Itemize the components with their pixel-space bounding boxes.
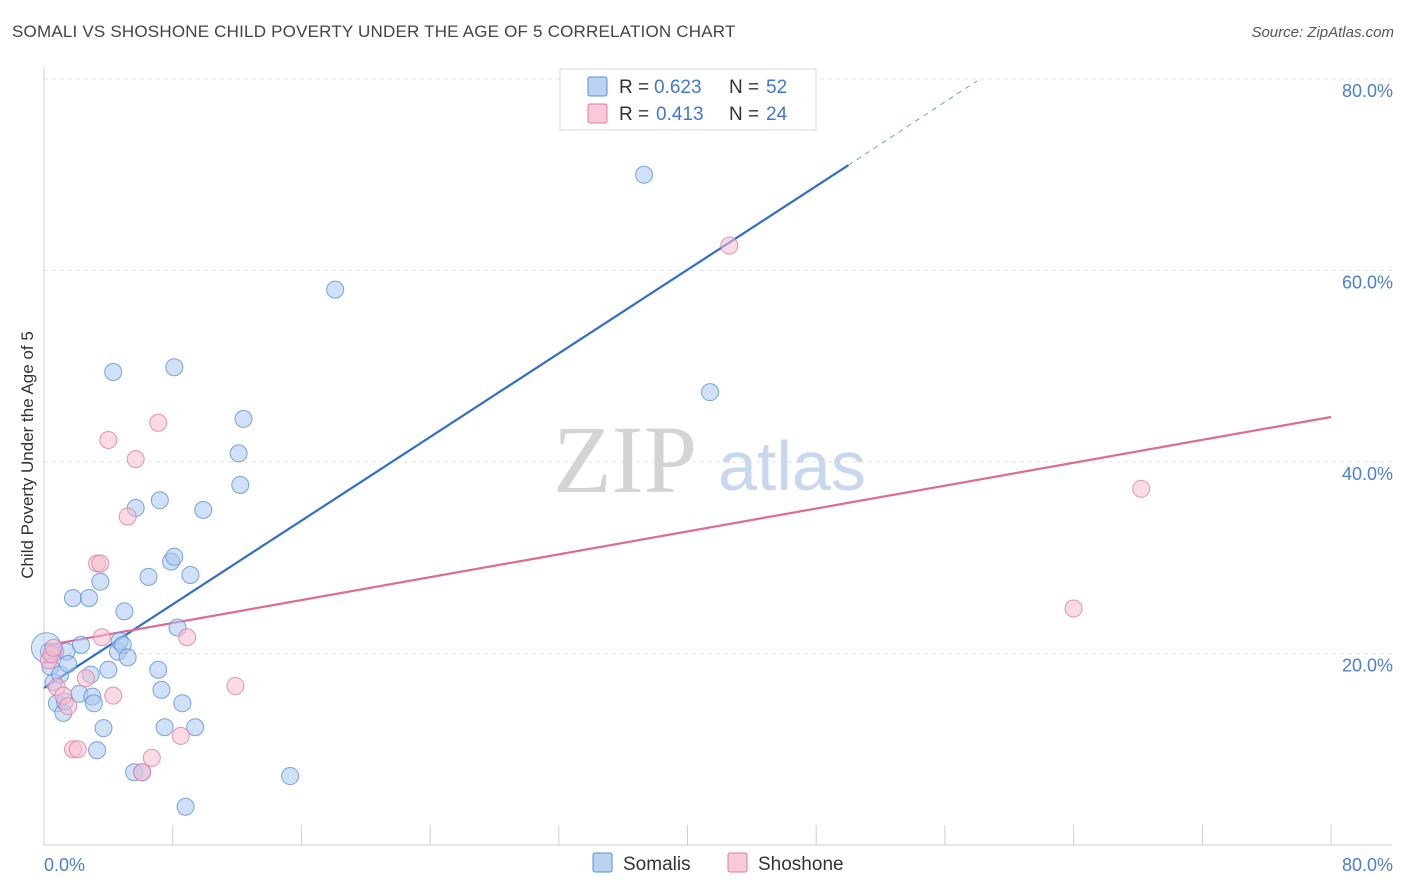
- shoshone-point: [118, 507, 137, 526]
- somalis-point: [115, 602, 134, 621]
- somalis-point: [139, 567, 158, 586]
- stats-legend-r-label-somalis: R =: [619, 77, 649, 98]
- somalis-point: [165, 547, 184, 566]
- bottom-legend-swatch-somalis: [592, 852, 613, 873]
- somalis-point: [99, 660, 118, 679]
- shoshone-point: [171, 726, 190, 745]
- shoshone-point: [76, 669, 95, 688]
- stats-legend-n-value-somalis: 52: [766, 77, 787, 98]
- somalis-point: [104, 362, 123, 381]
- stats-legend-r-value-somalis: 0.623: [654, 77, 702, 98]
- somalis-point: [84, 694, 103, 713]
- somalis-point: [326, 280, 345, 299]
- chart-source: Source: ZipAtlas.com: [1251, 24, 1394, 41]
- stats-legend: R = 0.623 N = 52 R = 0.413 N = 24: [559, 68, 817, 131]
- shoshone-point: [92, 628, 111, 647]
- shoshone-point: [1132, 479, 1151, 498]
- y-tick-label: 20.0%: [1342, 656, 1393, 676]
- shoshone-point: [1064, 599, 1083, 618]
- somalis-point: [59, 655, 78, 674]
- somalis-point: [80, 588, 99, 607]
- shoshone-point: [149, 413, 168, 432]
- axis-layer: 20.0% 40.0% 60.0% 80.0% 0.0% 80.0%: [43, 67, 1393, 875]
- somalis-point: [194, 500, 213, 519]
- somalis-point: [181, 565, 200, 584]
- watermark: ZIP atlas: [553, 406, 866, 513]
- bottom-legend-label-somalis: Somalis: [623, 854, 691, 875]
- stats-legend-r-label-shoshone: R =: [619, 104, 649, 125]
- somalis-point: [155, 718, 174, 737]
- somalis-point: [173, 694, 192, 713]
- somalis-point: [229, 444, 248, 463]
- somalis-trendline-extension: [848, 80, 978, 166]
- somalis-point: [150, 491, 169, 510]
- somalis-point: [281, 767, 300, 786]
- somalis-point: [91, 572, 110, 591]
- chart-title: SOMALI VS SHOSHONE CHILD POVERTY UNDER T…: [12, 22, 736, 41]
- shoshone-point: [142, 748, 161, 767]
- stats-legend-swatch-somalis: [587, 76, 608, 97]
- bottom-legend-swatch-shoshone: [727, 852, 748, 873]
- y-tick-label: 40.0%: [1342, 464, 1393, 484]
- shoshone-point: [720, 236, 739, 255]
- somalis-trendline: [43, 164, 849, 689]
- shoshone-point: [99, 430, 118, 449]
- watermark-atlas: atlas: [718, 427, 866, 505]
- somalis-point: [186, 718, 205, 737]
- shoshone-point: [133, 763, 152, 782]
- trend-layer: [43, 80, 1332, 689]
- somalis-point: [88, 741, 107, 760]
- x-tick-label-min: 0.0%: [44, 855, 85, 875]
- somalis-point: [63, 588, 82, 607]
- shoshone-trendline: [43, 415, 1332, 647]
- somalis-point: [165, 358, 184, 377]
- stats-legend-n-label-somalis: N =: [729, 77, 759, 98]
- y-tick-label: 60.0%: [1342, 273, 1393, 293]
- points-layer: [30, 165, 1151, 816]
- somalis-point: [701, 383, 720, 402]
- somalis-point: [118, 648, 137, 667]
- somalis-point: [149, 660, 168, 679]
- shoshone-point: [44, 638, 63, 657]
- grid-layer: [44, 78, 1392, 654]
- somalis-point: [176, 797, 195, 816]
- x-tick-label-max: 80.0%: [1342, 855, 1393, 875]
- somalis-point: [152, 680, 171, 699]
- shoshone-point: [178, 628, 197, 647]
- stats-legend-swatch-shoshone: [587, 103, 608, 124]
- shoshone-point: [68, 740, 87, 759]
- bottom-legend-label-shoshone: Shoshone: [758, 854, 844, 875]
- somalis-point: [234, 409, 253, 428]
- shoshone-point: [91, 554, 110, 573]
- stats-legend-r-value-shoshone: 0.413: [656, 104, 704, 125]
- watermark-zip: ZIP: [553, 406, 697, 513]
- shoshone-point: [59, 697, 78, 716]
- stats-legend-n-label-shoshone: N =: [729, 104, 759, 125]
- somalis-point: [635, 165, 654, 184]
- shoshone-point: [104, 686, 123, 705]
- shoshone-point: [226, 677, 245, 696]
- stats-legend-n-value-shoshone: 24: [766, 104, 788, 125]
- shoshone-point: [126, 450, 145, 469]
- y-tick-label: 80.0%: [1342, 81, 1393, 101]
- somalis-point: [94, 719, 113, 738]
- bottom-legend: Somalis Shoshone: [592, 852, 844, 875]
- somalis-point: [231, 475, 250, 494]
- somalis-point: [72, 635, 91, 654]
